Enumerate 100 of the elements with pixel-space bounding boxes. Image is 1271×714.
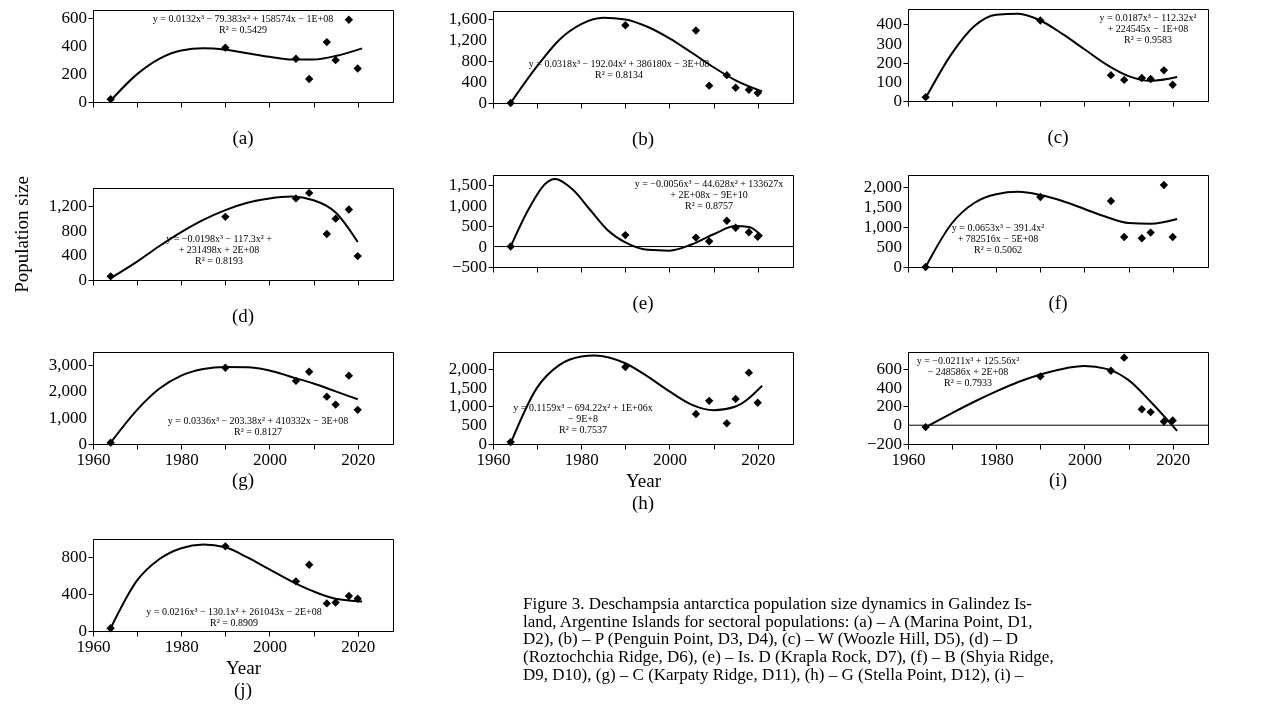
y-tick-label: 3,000 — [48, 355, 87, 375]
y-tick-label: −500 — [451, 257, 487, 276]
y-tick-label: 400 — [61, 36, 87, 56]
y-tick-label: 300 — [876, 33, 902, 53]
point — [1146, 228, 1155, 237]
point — [704, 81, 714, 90]
y-tick-label: 500 — [461, 415, 487, 435]
point — [621, 21, 630, 30]
point — [221, 212, 230, 222]
y-tick-label: 200 — [876, 396, 902, 416]
annotation: R² = 0.5429 — [219, 23, 267, 35]
point — [1168, 416, 1177, 425]
text: (f) — [1048, 292, 1068, 314]
point — [322, 229, 332, 239]
point — [1106, 70, 1116, 80]
point — [353, 64, 362, 73]
y-tick-label: 1,200 — [448, 29, 487, 49]
y-tick-label: 800 — [61, 547, 87, 567]
annotation: R² = 0.7537 — [559, 423, 607, 435]
y-tick-label: 600 — [876, 358, 902, 378]
annotation: y = 0.0132x³ − 79.383x² + 158574x − 1E+08 — [152, 12, 334, 24]
x-tick-label: 2000 — [652, 449, 687, 469]
annotation: + 231498x + 2E+08 — [178, 244, 260, 255]
annotation: y = 0.0653x³ − 391.4x² — [951, 221, 1045, 233]
y-tick-label: 1,000 — [448, 195, 487, 215]
text: (g) — [231, 469, 255, 491]
y-tick-label: 100 — [876, 71, 902, 91]
y-tick-label: 1,500 — [448, 175, 487, 195]
y-tick-label: 2,000 — [48, 381, 87, 401]
y-tick-label: 2,000 — [448, 358, 487, 378]
point — [331, 598, 340, 607]
y-tick-label: 400 — [876, 14, 902, 34]
text: (b) — [631, 128, 655, 150]
x-axis-title: Year — [625, 469, 662, 491]
point — [753, 398, 762, 407]
annotation: y = −0.0056x³ − 44.628x² + 133627x — [634, 177, 784, 189]
point — [722, 216, 732, 225]
point — [322, 392, 332, 401]
point — [344, 371, 354, 380]
annotation: + 224545x − 1E+08 — [1107, 22, 1189, 34]
point — [731, 83, 740, 92]
y-tick-label: 200 — [61, 64, 87, 84]
point — [1137, 405, 1147, 414]
annotation: R² = 0.7933 — [944, 376, 992, 388]
point — [1159, 66, 1169, 75]
x-tick-label: 2020 — [741, 449, 776, 469]
x-tick-label: 2000 — [252, 449, 287, 469]
y-axis-title: Population size — [10, 176, 32, 293]
x-tick-label: 2000 — [252, 636, 287, 656]
x-tick-label: 2020 — [341, 449, 376, 469]
y-tick-label: 0 — [78, 270, 87, 289]
point — [1137, 234, 1147, 243]
point — [1119, 232, 1129, 242]
y-tick-label: 2,000 — [863, 177, 902, 196]
point — [304, 560, 314, 569]
annotation: y = −0.0211x³ + 125.56x² — [916, 354, 1020, 366]
point — [353, 405, 362, 415]
point — [1119, 75, 1129, 85]
point — [1146, 407, 1155, 417]
text: (i) — [1049, 469, 1067, 491]
point — [331, 214, 340, 223]
point — [331, 400, 340, 409]
caption: Figure 3. Deschampsia antarctica population size dynamics in Galindez Is- — [523, 594, 1033, 614]
annotation: R² = 0.8757 — [685, 199, 733, 211]
y-tick-label: 500 — [461, 216, 487, 236]
y-tick-label: 400 — [461, 71, 487, 91]
point — [731, 394, 740, 404]
point — [691, 233, 701, 242]
annotation: + 2E+08x − 9E+10 — [670, 188, 748, 200]
point — [704, 237, 714, 246]
x-tick-label: 1980 — [564, 449, 599, 469]
text: (e) — [632, 292, 654, 314]
y-tick-label: 500 — [876, 237, 902, 256]
point — [291, 376, 301, 386]
point — [1159, 180, 1169, 190]
point — [322, 599, 332, 608]
y-tick-label: 600 — [61, 8, 87, 28]
annotation: R² = 0.8127 — [234, 426, 282, 438]
point — [691, 409, 701, 419]
text: (c) — [1047, 126, 1069, 148]
point — [753, 232, 762, 241]
annotation: R² = 0.8909 — [210, 617, 258, 629]
point — [353, 251, 362, 261]
annotation: y = 0.0216x³ − 130.1x² + 261043x − 2E+08 — [146, 606, 322, 618]
annotation: + 782516x − 5E+08 — [957, 232, 1039, 244]
point — [744, 228, 754, 237]
text: (a) — [232, 127, 254, 149]
y-tick-label: 1,000 — [448, 396, 487, 416]
point — [1168, 80, 1177, 89]
point — [344, 15, 354, 24]
point — [304, 367, 314, 376]
y-tick-label: 1,000 — [48, 407, 87, 427]
point — [331, 56, 340, 65]
y-tick-label: 400 — [61, 245, 87, 265]
point — [704, 396, 714, 405]
annotation: R² = 0.8193 — [195, 255, 243, 266]
x-tick-label: 2020 — [1156, 449, 1191, 469]
annotation: R² = 0.9583 — [1124, 33, 1172, 45]
point — [621, 230, 630, 240]
point — [304, 188, 314, 198]
